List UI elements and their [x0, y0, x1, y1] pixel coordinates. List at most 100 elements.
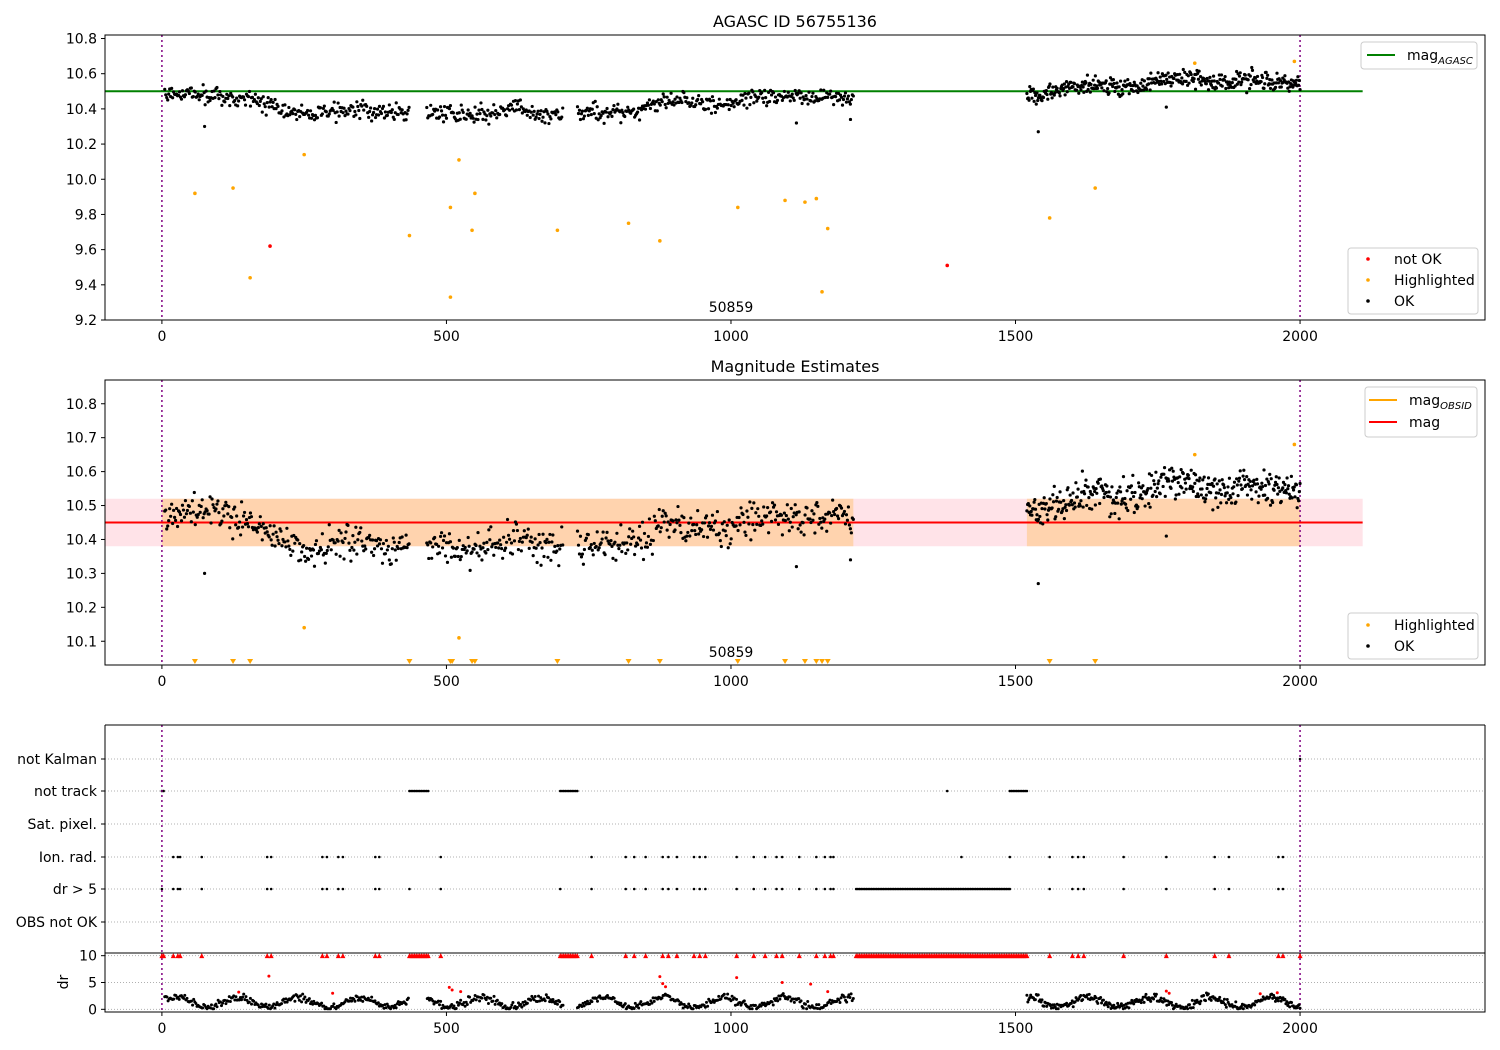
panel2-ok-point [1072, 501, 1077, 505]
panel1-ok-point [227, 94, 231, 98]
panel1-ok-point [1158, 75, 1162, 79]
panel2-ok-point [748, 500, 752, 504]
panel2-ok-point [533, 537, 537, 541]
panel2-ok-point [260, 538, 264, 542]
dr-axis-label: dr [56, 974, 72, 989]
panel2-ok-point [666, 520, 670, 524]
panel1-ok-point [1033, 93, 1038, 98]
panel2-ok-point [256, 526, 260, 530]
dr-red-point [1164, 989, 1168, 993]
dr-ok-point [439, 999, 443, 1003]
flags-point [1082, 887, 1086, 891]
panel1-ok-point [208, 98, 212, 103]
flags-point [176, 855, 180, 859]
panel1-ok-point [554, 113, 558, 117]
panel2-ok-point [1292, 485, 1296, 489]
dr-ok-point [1026, 1000, 1030, 1004]
panel1-ok-point [849, 98, 853, 102]
flags-point [178, 855, 182, 859]
panel1-ok-point [851, 94, 855, 98]
panel2-ok-point [511, 529, 516, 533]
flags-point [1298, 757, 1302, 761]
flags-point [171, 887, 175, 891]
panel1-ok-point [295, 117, 299, 122]
dr-ok-point [1099, 996, 1103, 1000]
panel1-ok-point [675, 95, 679, 99]
panel2-ok-point [500, 546, 504, 551]
panel1-ok-point [387, 103, 391, 107]
panel2-ok-point [1162, 465, 1167, 470]
panel1-ok-point [727, 107, 731, 112]
panel1-ok-point [495, 116, 499, 120]
panel2-ok-point [743, 530, 747, 534]
panel1-ok-point [745, 106, 749, 110]
panel2-ok-point [325, 548, 329, 553]
panel1-ok-point [348, 109, 352, 113]
panel2-ok-point [383, 552, 388, 556]
panel2-ok-point [648, 542, 653, 546]
dr-ok-point [452, 1004, 456, 1008]
panel2-ok-point [1183, 481, 1188, 485]
panel2-ok-point [1211, 484, 1216, 488]
panel2-ok-point [657, 507, 661, 512]
panel2-ok-point [504, 540, 509, 544]
panel2-ok-point [490, 545, 494, 549]
panel2-ok-point [658, 530, 662, 534]
panel2-ok-point [631, 529, 635, 533]
panel1-ok-point [682, 91, 686, 95]
dr-ok-point [1147, 996, 1151, 1000]
panel1-ok-point [1079, 88, 1083, 92]
panel2-ok-point [550, 540, 554, 544]
panel1-ok-point [1036, 98, 1040, 103]
panel2-ok-point [664, 514, 668, 518]
panel1-highlighted-point [1093, 186, 1097, 190]
panel1-ok-point [740, 98, 744, 102]
panel2-ok-point [1085, 503, 1089, 508]
dr-ok-point [454, 1006, 458, 1010]
panel1-ok-point [717, 97, 721, 101]
panel2-ok-point [619, 523, 623, 527]
panel1-ytick-label-5: 10.2 [66, 137, 97, 153]
panel1-ok-point [1191, 79, 1195, 84]
dr-ok-point [775, 996, 779, 1000]
panel2-ok-point [1100, 484, 1104, 488]
dr-ok-point [282, 997, 286, 1001]
dr-ok-point [598, 994, 602, 998]
dr-ok-point [201, 1006, 205, 1010]
dr-ok-point [360, 995, 364, 999]
dr-ok-point [1170, 1001, 1174, 1005]
panel2-ok-point [834, 506, 839, 511]
panel1-ok-point [1148, 88, 1152, 92]
panel2-ok-point [1197, 479, 1201, 483]
panel2-ok-point [522, 529, 526, 533]
flags-point [171, 855, 175, 859]
flags-point [829, 855, 832, 859]
panel1-ok-point [765, 104, 769, 108]
dr-ok-point [509, 1005, 513, 1009]
panel2-ok-point [1064, 508, 1069, 513]
panel1-ok-point [792, 98, 796, 102]
panel2-ok-point [259, 524, 263, 528]
dr-ok-point [773, 999, 777, 1003]
panel2-ok-point [226, 512, 230, 516]
panel1-ok-point [486, 108, 490, 112]
dr-ok-point [1140, 998, 1144, 1002]
panel1-ok-point [1046, 97, 1050, 101]
panel2-ok-point [239, 500, 244, 504]
panel1-ok-point [361, 98, 365, 102]
panel1-ok-point [218, 89, 222, 94]
panel1-ok-point [1294, 78, 1299, 82]
panel2-ok-point [1217, 491, 1221, 495]
panel2-ok-point [1124, 502, 1128, 506]
dr-ok-point [1152, 997, 1156, 1001]
panel1-ok-point [1296, 75, 1300, 79]
panel2-ok-point [1239, 483, 1243, 487]
panel2-ok-point [1223, 494, 1227, 498]
dr-top-marker [734, 953, 740, 959]
panel1-ok-point [532, 109, 536, 113]
panel1-ok-point [166, 98, 170, 102]
panel1-ok-point [504, 114, 509, 118]
panel1-ok-point [1149, 71, 1153, 75]
panel2-ok-point [1088, 489, 1092, 494]
panel1-ok-point [691, 96, 695, 100]
